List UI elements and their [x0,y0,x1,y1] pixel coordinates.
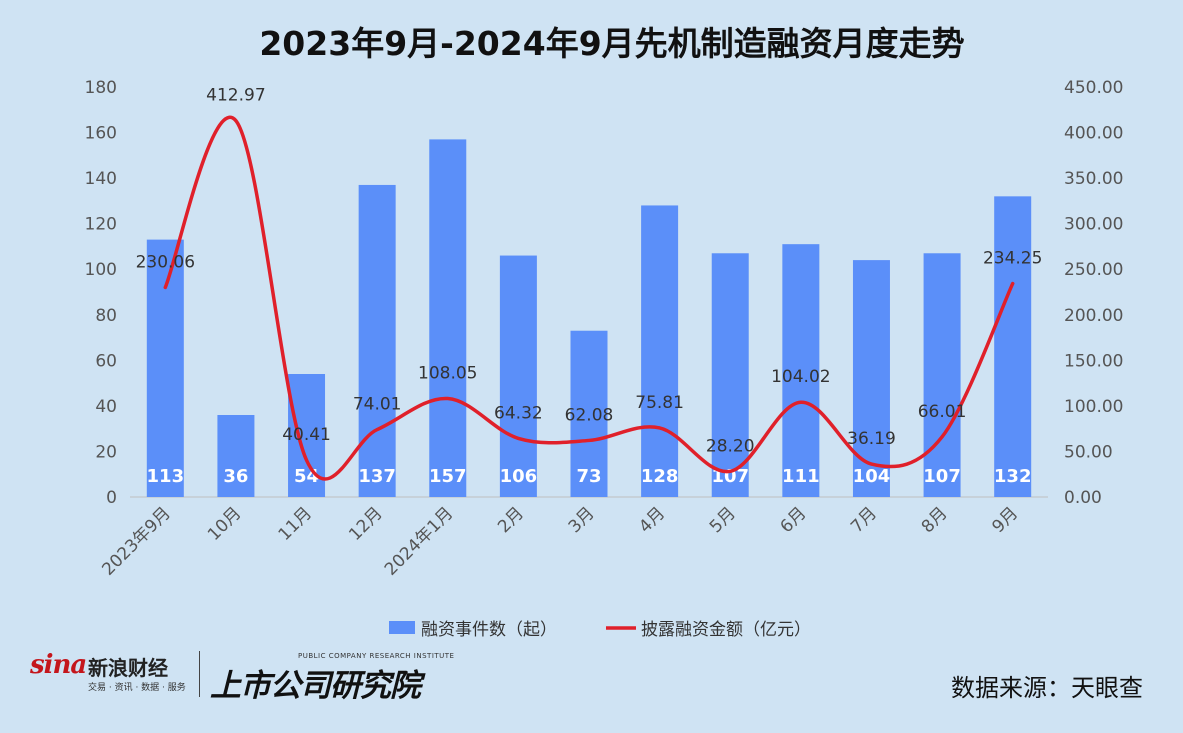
line-data-label: 66.01 [918,402,967,422]
bar [429,139,467,497]
line-point [940,435,944,439]
line-data-label: 62.08 [565,405,614,425]
y-right-tick-label: 100.00 [1064,397,1123,417]
x-tick-label: 2023年9月 [98,503,174,579]
legend-bar-swatch [389,621,415,634]
y-left-tick-label: 120 [85,215,117,235]
bar [570,330,608,497]
line-point [305,458,309,462]
legend-line-label: 披露融资金额（亿元） [641,620,811,640]
y-right-tick-label: 200.00 [1064,306,1123,326]
bar [217,415,255,497]
research-institute-logo: PUBLIC COMPANY RESEARCH INSTITUTE 上市公司研究… [210,650,454,704]
line-data-label: 74.01 [353,395,402,415]
line-data-label: 412.97 [206,86,265,106]
line-point [658,426,662,430]
legend-bar-label: 融资事件数（起） [421,620,557,640]
line-point [587,438,591,442]
x-tick-label: 12月 [345,503,386,544]
y-right-tick-label: 400.00 [1064,124,1123,144]
bar-data-label: 36 [223,466,248,487]
bar [994,196,1032,498]
bar [641,205,679,497]
bar-data-label: 137 [358,466,396,487]
bar [499,255,537,497]
y-left-tick-label: 60 [95,351,117,371]
logo-divider [199,651,200,697]
x-tick-label: 9月 [988,503,1022,537]
line-point [234,119,238,123]
sina-name: 新浪财经 [88,656,168,680]
y-left-tick-label: 140 [85,169,117,189]
y-right-tick-label: 150.00 [1064,351,1123,371]
y-right-tick-label: 300.00 [1064,215,1123,235]
bar [852,260,890,497]
y-left-tick-label: 80 [95,306,117,326]
x-tick-label: 11月 [275,503,316,544]
bar [358,184,396,497]
line-data-label: 104.02 [771,367,830,387]
sina-tagline: 交易 · 资讯 · 数据 · 服务 [88,683,186,693]
y-right-tick-label: 450.00 [1064,78,1123,98]
bar-data-label: 107 [923,466,961,487]
bar [711,253,749,497]
sina-finance-logo: sina 新浪财经 交易 · 资讯 · 数据 · 服务 [30,650,190,700]
institute-english-name: PUBLIC COMPANY RESEARCH INSTITUTE [298,652,455,660]
x-tick-label: 2月 [494,503,528,537]
y-left-tick-label: 160 [85,124,117,144]
line-point [163,285,167,289]
bar-data-label: 128 [641,466,679,487]
x-tick-label: 2024年1月 [381,503,457,579]
line-data-label: 28.20 [706,436,755,456]
line-point [869,462,873,466]
x-tick-label: 4月 [635,503,669,537]
bar-data-label: 73 [576,466,601,487]
bar [782,244,820,497]
chart-title: 2023年9月-2024年9月先机制造融资月度走势 [259,24,964,63]
line-point [799,400,803,404]
y-right-tick-label: 250.00 [1064,260,1123,280]
line-data-label: 234.25 [983,249,1042,269]
line-point [728,469,732,473]
bar-data-label: 104 [853,466,891,487]
line-data-label: 40.41 [282,425,331,445]
bar [146,239,184,497]
line-data-label: 36.19 [847,429,896,449]
line-data-label: 75.81 [635,393,684,413]
bar-data-label: 157 [429,466,467,487]
line-data-label: 230.06 [136,252,195,272]
x-tick-label: 7月 [847,503,881,537]
x-tick-label: 10月 [204,503,245,544]
y-right-tick-label: 0.00 [1064,488,1102,508]
x-tick-label: 8月 [918,503,952,537]
line-point [1011,282,1015,286]
line-point [516,436,520,440]
y-left-tick-label: 100 [85,260,117,280]
line-point [375,428,379,432]
bar-data-label: 132 [994,466,1032,487]
y-right-tick-label: 350.00 [1064,169,1123,189]
bar-data-label: 113 [147,466,185,487]
bar [923,253,961,497]
y-right-tick-label: 50.00 [1064,442,1113,462]
bar-data-label: 106 [500,466,538,487]
y-left-tick-label: 0 [106,488,117,508]
line-data-label: 108.05 [418,364,477,384]
x-tick-label: 5月 [706,503,740,537]
y-left-tick-label: 180 [85,78,117,98]
sina-brand-text: sina [30,650,87,680]
institute-chinese-name: 上市公司研究院 [210,668,421,704]
x-tick-label: 3月 [565,503,599,537]
x-tick-label: 6月 [777,503,811,537]
line-point [446,397,450,401]
y-left-tick-label: 40 [95,397,117,417]
y-left-tick-label: 20 [95,442,117,462]
data-source: 数据来源：天眼查 [951,674,1143,702]
bar-data-label: 111 [782,466,820,487]
line-data-label: 64.32 [494,403,543,423]
